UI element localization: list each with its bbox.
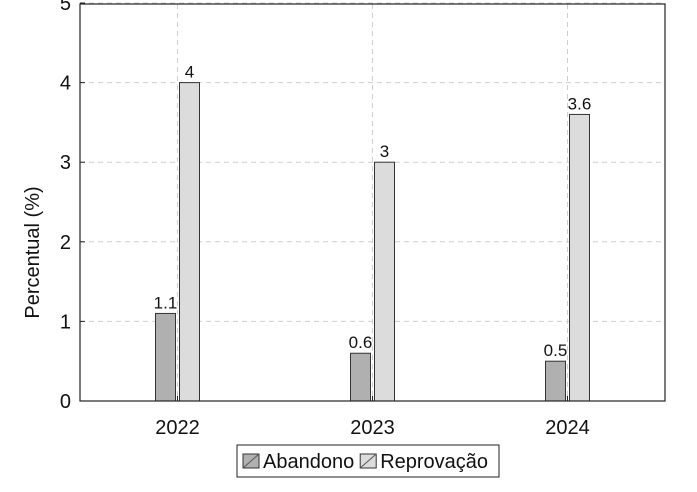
data-label: 0.6 — [349, 333, 373, 352]
legend-swatch-hatch — [242, 453, 260, 469]
y-tick-label: 3 — [60, 152, 71, 174]
legend-swatch-hatch — [359, 453, 377, 469]
y-tick-label: 5 — [60, 0, 71, 15]
bar-abandono-2022 — [155, 312, 176, 402]
legend-entry: Reprovação — [380, 451, 488, 473]
data-label: 1.1 — [154, 293, 178, 312]
y-tick-label: 4 — [60, 73, 71, 95]
x-tick-label: 2023 — [350, 417, 395, 439]
data-label: 0.5 — [544, 341, 568, 360]
y-axis-label: Percentual (%) — [22, 186, 44, 318]
x-tick-label: 2024 — [545, 417, 590, 439]
x-tick-label: 2022 — [155, 417, 200, 439]
y-tick-label: 0 — [60, 391, 71, 413]
bar-abandono-2023 — [350, 352, 371, 402]
y-tick-label: 1 — [60, 311, 71, 333]
data-label: 3.6 — [568, 94, 592, 113]
legend-entry: Abandono — [263, 451, 354, 473]
bar-reprova-o-2022 — [179, 82, 200, 402]
data-label: 3 — [380, 142, 389, 161]
y-tick-label: 2 — [60, 232, 71, 254]
bar-reprova-o-2024 — [569, 113, 590, 402]
bar-reprova-o-2023 — [374, 161, 395, 402]
bar-abandono-2024 — [545, 360, 566, 402]
data-label: 4 — [185, 63, 194, 82]
